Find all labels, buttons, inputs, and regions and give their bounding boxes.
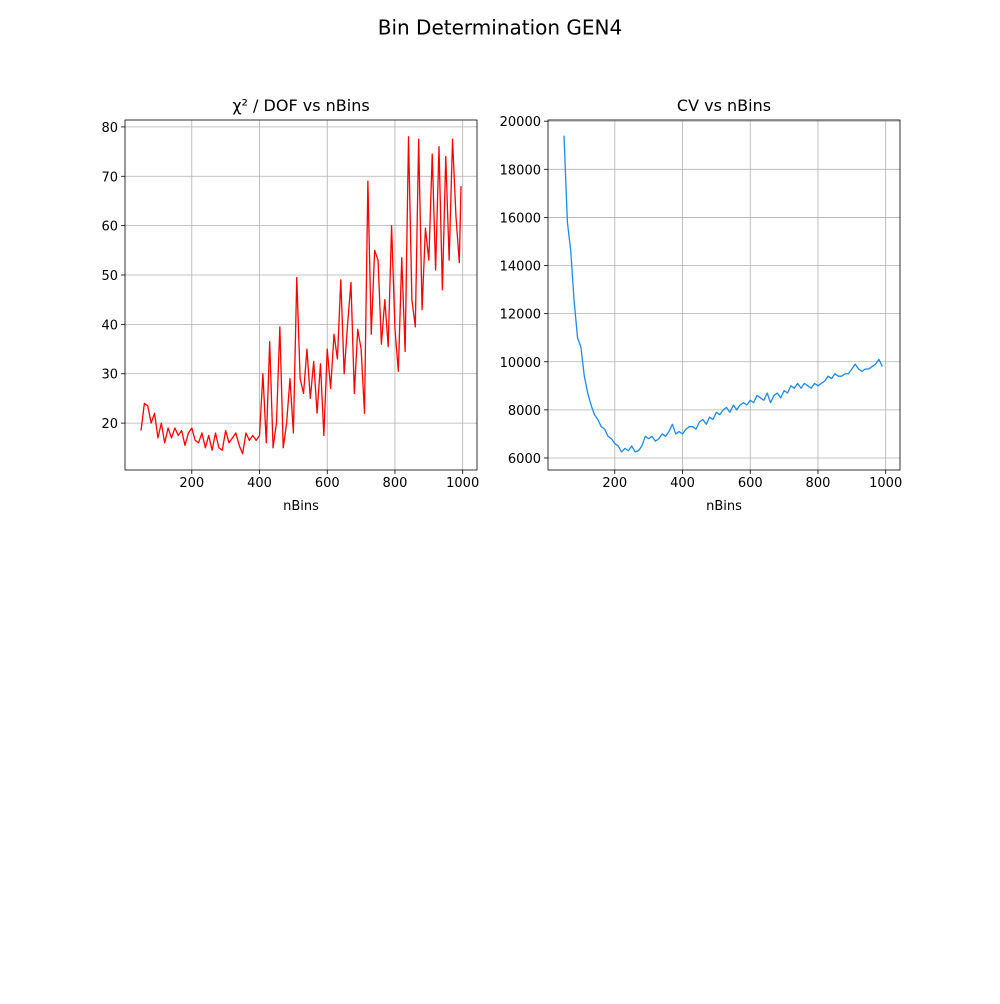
x-tick-label: 600: [738, 476, 763, 491]
x-tick-label: 600: [315, 476, 340, 491]
y-tick-label: 8000: [508, 404, 541, 419]
y-tick-label: 70: [101, 170, 118, 185]
axes-frame: [124, 119, 478, 471]
x-tick-label: 1000: [869, 476, 902, 491]
axes-title: χ² / DOF vs nBins: [232, 96, 369, 115]
x-tick-label: 1000: [446, 476, 479, 491]
x-tick-label: 200: [602, 476, 627, 491]
x-tick-label: 800: [383, 476, 408, 491]
x-tick-label: 800: [806, 476, 831, 491]
y-tick-label: 40: [101, 318, 118, 333]
y-tick-label: 60: [101, 220, 118, 235]
y-tick-label: 50: [101, 269, 118, 284]
y-tick-label: 18000: [500, 163, 541, 178]
x-axis-label: nBins: [283, 499, 319, 514]
axes-frame: [547, 119, 901, 471]
y-tick-label: 16000: [500, 211, 541, 226]
y-tick-label: 20: [101, 417, 118, 432]
x-tick-label: 400: [247, 476, 272, 491]
data-line: [563, 135, 883, 453]
x-tick-label: 200: [179, 476, 204, 491]
y-tick-label: 6000: [508, 452, 541, 467]
y-tick-label: 14000: [500, 260, 541, 275]
data-line: [140, 136, 462, 455]
x-axis-label: nBins: [706, 499, 742, 514]
y-tick-label: 30: [101, 368, 118, 383]
axes-title: CV vs nBins: [677, 96, 771, 115]
figure-title: Bin Determination GEN4: [378, 16, 623, 40]
y-tick-label: 10000: [500, 356, 541, 371]
y-tick-label: 20000: [500, 115, 541, 130]
x-tick-label: 400: [670, 476, 695, 491]
y-tick-label: 12000: [500, 308, 541, 323]
y-tick-label: 80: [101, 121, 118, 136]
